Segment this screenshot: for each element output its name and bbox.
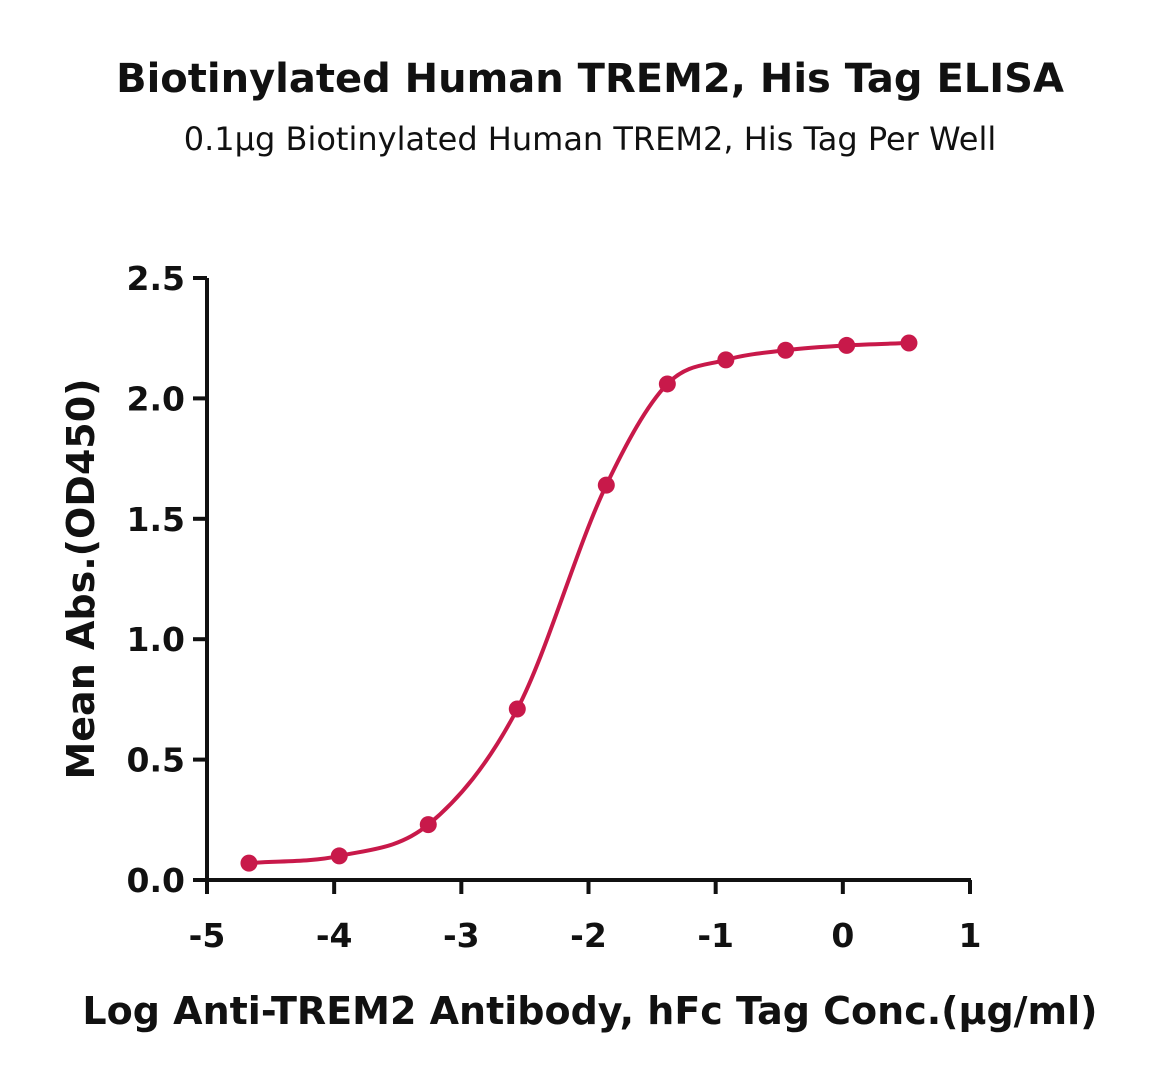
y-tick-label: 0.0 [127,861,185,900]
data-point [658,375,676,393]
data-point [597,476,615,494]
x-tick-label: 0 [831,916,854,955]
x-tick-label: -2 [570,916,607,955]
data-point [419,816,437,834]
x-axis-label: Log Anti-TREM2 Antibody, hFc Tag Conc.(μ… [82,989,1097,1033]
tick-labels: -5 -4 -3 -2 -1 0 1 0.0 0.5 1.0 1.5 2.0 2.5 [127,259,982,955]
fit-curve [248,341,910,866]
chart-subtitle: 0.1μg Biotinylated Human TREM2, His Tag … [184,120,996,158]
axes [205,278,971,882]
y-tick-label: 2.5 [127,259,185,298]
y-tick-label: 1.5 [127,500,185,539]
tick-marks [193,276,972,894]
x-tick-label: 1 [959,916,982,955]
data-point [717,351,735,369]
y-tick-label: 1.0 [127,620,185,659]
x-tick-label: -5 [189,916,226,955]
data-point [900,334,918,352]
y-tick-label: 0.5 [127,741,185,780]
data-point [777,341,795,359]
x-tick-label: -1 [697,916,734,955]
x-tick-label: -3 [443,916,480,955]
data-point [240,854,258,872]
data-point [508,700,526,718]
y-tick-label: 2.0 [127,379,185,418]
x-tick-label: -4 [316,916,353,955]
chart-title: Biotinylated Human TREM2, His Tag ELISA [116,56,1064,102]
data-point [330,847,348,865]
data-points [240,334,918,872]
y-axis-label: Mean Abs.(OD450) [59,378,103,779]
data-point [838,336,856,354]
